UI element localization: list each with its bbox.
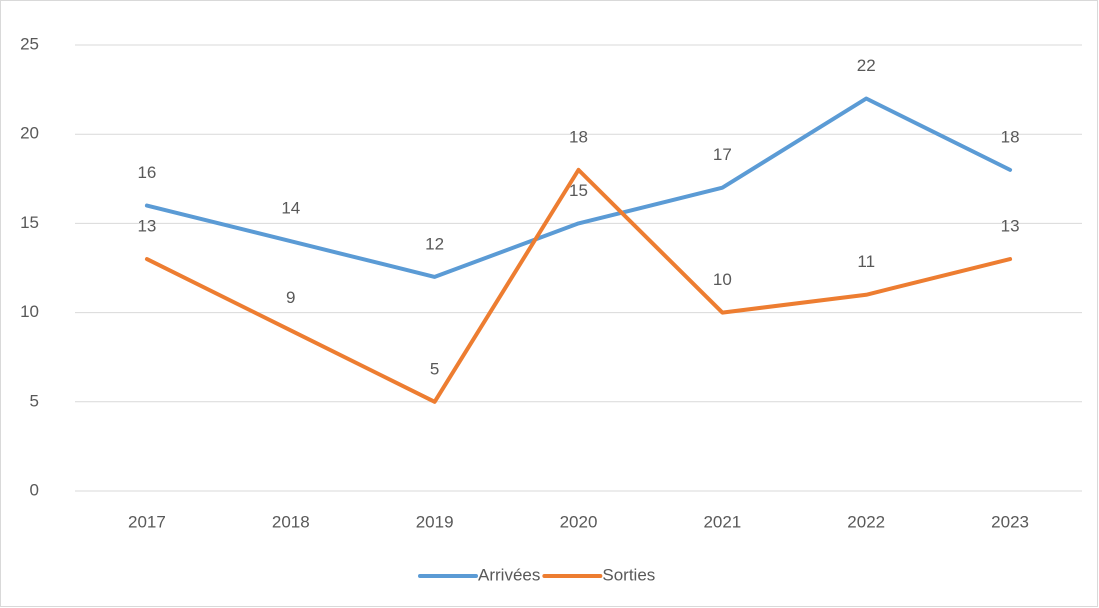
data-label: 15: [569, 181, 588, 200]
y-tick-label: 15: [20, 213, 39, 232]
legend-label: Arrivées: [478, 565, 540, 584]
x-tick-label: 2022: [847, 512, 885, 531]
data-label: 13: [1001, 217, 1020, 236]
data-label: 11: [857, 252, 875, 271]
x-tick-label: 2018: [272, 512, 310, 531]
y-tick-label: 10: [20, 302, 39, 321]
x-tick-label: 2019: [416, 512, 454, 531]
data-label: 12: [425, 234, 444, 253]
x-tick-label: 2017: [128, 512, 166, 531]
series-line: [144, 167, 1013, 404]
y-tick-label: 25: [20, 34, 39, 53]
x-tick-label: 2020: [560, 512, 598, 531]
data-label: 16: [137, 163, 156, 182]
y-tick-label: 5: [30, 391, 39, 410]
data-label: 14: [281, 199, 300, 218]
data-label: 9: [286, 288, 295, 307]
data-label: 18: [1001, 127, 1020, 146]
x-tick-label: 2021: [703, 512, 741, 531]
data-label: 10: [713, 270, 732, 289]
data-label: 13: [137, 217, 156, 236]
series-line: [144, 96, 1013, 279]
data-label: 22: [857, 56, 876, 75]
legend-label: Sorties: [602, 565, 655, 584]
x-tick-label: 2023: [991, 512, 1029, 531]
data-label: 18: [569, 127, 588, 146]
y-tick-label: 20: [20, 124, 39, 143]
data-label: 5: [430, 359, 439, 378]
data-label: 17: [713, 145, 732, 164]
y-tick-label: 0: [30, 480, 39, 499]
